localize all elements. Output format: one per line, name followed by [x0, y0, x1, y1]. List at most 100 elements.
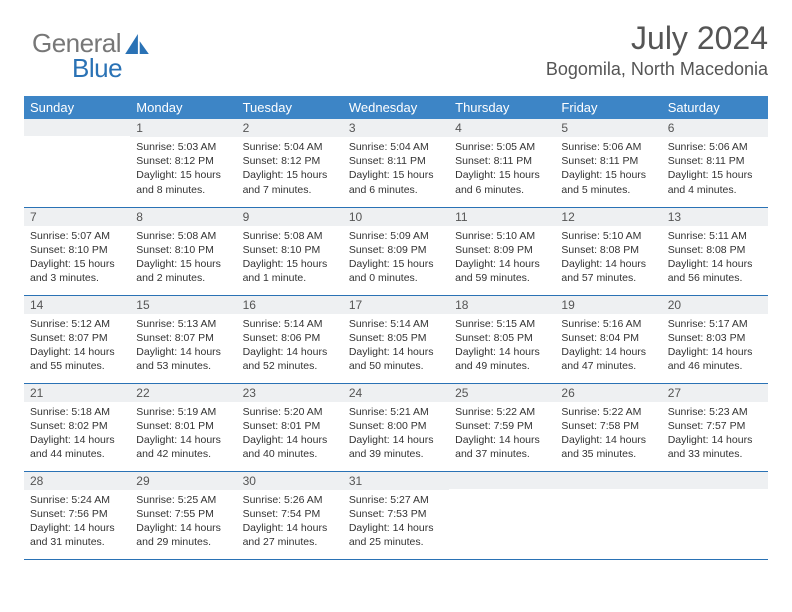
- day-detail-line: Daylight: 14 hours: [455, 257, 549, 271]
- day-details: Sunrise: 5:14 AMSunset: 8:06 PMDaylight:…: [237, 314, 343, 378]
- calendar-cell: [449, 471, 555, 559]
- day-details: [24, 136, 130, 143]
- day-detail-line: and 59 minutes.: [455, 271, 549, 285]
- day-details: Sunrise: 5:07 AMSunset: 8:10 PMDaylight:…: [24, 226, 130, 290]
- calendar-body: 1Sunrise: 5:03 AMSunset: 8:12 PMDaylight…: [24, 119, 768, 559]
- day-number: 5: [555, 119, 661, 137]
- day-detail-line: Sunrise: 5:26 AM: [243, 493, 337, 507]
- day-detail-line: Sunrise: 5:16 AM: [561, 317, 655, 331]
- day-number: [555, 472, 661, 489]
- day-detail-line: Sunrise: 5:08 AM: [243, 229, 337, 243]
- calendar-row: 28Sunrise: 5:24 AMSunset: 7:56 PMDayligh…: [24, 471, 768, 559]
- calendar-row: 7Sunrise: 5:07 AMSunset: 8:10 PMDaylight…: [24, 207, 768, 295]
- day-details: Sunrise: 5:24 AMSunset: 7:56 PMDaylight:…: [24, 490, 130, 554]
- day-detail-line: Daylight: 14 hours: [668, 433, 762, 447]
- day-details: [555, 489, 661, 496]
- day-details: [662, 489, 768, 496]
- calendar-cell: [24, 119, 130, 207]
- day-number: 13: [662, 208, 768, 226]
- calendar-cell: 15Sunrise: 5:13 AMSunset: 8:07 PMDayligh…: [130, 295, 236, 383]
- day-details: Sunrise: 5:08 AMSunset: 8:10 PMDaylight:…: [237, 226, 343, 290]
- day-detail-line: and 53 minutes.: [136, 359, 230, 373]
- day-detail-line: Sunset: 7:54 PM: [243, 507, 337, 521]
- day-number: 11: [449, 208, 555, 226]
- day-detail-line: Daylight: 14 hours: [349, 433, 443, 447]
- day-details: Sunrise: 5:23 AMSunset: 7:57 PMDaylight:…: [662, 402, 768, 466]
- day-detail-line: Sunset: 8:05 PM: [455, 331, 549, 345]
- day-detail-line: Daylight: 14 hours: [243, 345, 337, 359]
- day-detail-line: Sunrise: 5:20 AM: [243, 405, 337, 419]
- calendar-cell: 30Sunrise: 5:26 AMSunset: 7:54 PMDayligh…: [237, 471, 343, 559]
- day-detail-line: Sunset: 8:04 PM: [561, 331, 655, 345]
- calendar-row: 1Sunrise: 5:03 AMSunset: 8:12 PMDaylight…: [24, 119, 768, 207]
- day-number: 26: [555, 384, 661, 402]
- day-detail-line: and 50 minutes.: [349, 359, 443, 373]
- day-detail-line: Daylight: 14 hours: [243, 433, 337, 447]
- day-details: Sunrise: 5:11 AMSunset: 8:08 PMDaylight:…: [662, 226, 768, 290]
- calendar-row: 14Sunrise: 5:12 AMSunset: 8:07 PMDayligh…: [24, 295, 768, 383]
- day-detail-line: Daylight: 14 hours: [136, 433, 230, 447]
- day-detail-line: Sunrise: 5:06 AM: [561, 140, 655, 154]
- calendar-cell: 23Sunrise: 5:20 AMSunset: 8:01 PMDayligh…: [237, 383, 343, 471]
- day-details: Sunrise: 5:12 AMSunset: 8:07 PMDaylight:…: [24, 314, 130, 378]
- day-detail-line: Daylight: 15 hours: [349, 257, 443, 271]
- day-number: 29: [130, 472, 236, 490]
- day-number: 21: [24, 384, 130, 402]
- day-detail-line: and 46 minutes.: [668, 359, 762, 373]
- day-detail-line: Daylight: 14 hours: [30, 433, 124, 447]
- day-detail-line: Sunrise: 5:22 AM: [561, 405, 655, 419]
- day-detail-line: Sunrise: 5:13 AM: [136, 317, 230, 331]
- day-detail-line: Daylight: 14 hours: [30, 345, 124, 359]
- day-detail-line: and 31 minutes.: [30, 535, 124, 549]
- day-details: Sunrise: 5:14 AMSunset: 8:05 PMDaylight:…: [343, 314, 449, 378]
- day-detail-line: Sunset: 8:12 PM: [136, 154, 230, 168]
- day-detail-line: Daylight: 14 hours: [30, 521, 124, 535]
- day-detail-line: Sunrise: 5:23 AM: [668, 405, 762, 419]
- day-details: [449, 489, 555, 496]
- day-detail-line: Sunset: 8:10 PM: [243, 243, 337, 257]
- day-detail-line: Sunset: 8:10 PM: [30, 243, 124, 257]
- day-detail-line: and 2 minutes.: [136, 271, 230, 285]
- day-detail-line: Daylight: 14 hours: [136, 521, 230, 535]
- day-detail-line: Sunrise: 5:11 AM: [668, 229, 762, 243]
- day-detail-line: Daylight: 15 hours: [349, 168, 443, 182]
- day-detail-line: Sunset: 8:11 PM: [455, 154, 549, 168]
- day-detail-line: Sunset: 8:06 PM: [243, 331, 337, 345]
- day-detail-line: Daylight: 15 hours: [136, 257, 230, 271]
- day-details: Sunrise: 5:27 AMSunset: 7:53 PMDaylight:…: [343, 490, 449, 554]
- day-detail-line: Sunrise: 5:03 AM: [136, 140, 230, 154]
- day-details: Sunrise: 5:19 AMSunset: 8:01 PMDaylight:…: [130, 402, 236, 466]
- day-number: 15: [130, 296, 236, 314]
- day-detail-line: Sunrise: 5:10 AM: [455, 229, 549, 243]
- day-detail-line: and 40 minutes.: [243, 447, 337, 461]
- day-detail-line: Daylight: 14 hours: [455, 433, 549, 447]
- day-detail-line: Sunset: 8:01 PM: [136, 419, 230, 433]
- day-details: Sunrise: 5:26 AMSunset: 7:54 PMDaylight:…: [237, 490, 343, 554]
- calendar-cell: 1Sunrise: 5:03 AMSunset: 8:12 PMDaylight…: [130, 119, 236, 207]
- day-detail-line: Daylight: 14 hours: [349, 345, 443, 359]
- day-detail-line: Daylight: 15 hours: [243, 168, 337, 182]
- day-detail-line: Daylight: 14 hours: [668, 257, 762, 271]
- day-detail-line: Sunset: 8:09 PM: [455, 243, 549, 257]
- calendar: Sunday Monday Tuesday Wednesday Thursday…: [24, 96, 768, 560]
- day-detail-line: and 56 minutes.: [668, 271, 762, 285]
- day-details: Sunrise: 5:06 AMSunset: 8:11 PMDaylight:…: [662, 137, 768, 201]
- day-detail-line: Sunrise: 5:25 AM: [136, 493, 230, 507]
- day-detail-line: and 25 minutes.: [349, 535, 443, 549]
- calendar-cell: 27Sunrise: 5:23 AMSunset: 7:57 PMDayligh…: [662, 383, 768, 471]
- day-detail-line: Sunset: 8:05 PM: [349, 331, 443, 345]
- day-detail-line: and 55 minutes.: [30, 359, 124, 373]
- day-number: 6: [662, 119, 768, 137]
- day-detail-line: Sunrise: 5:14 AM: [349, 317, 443, 331]
- day-detail-line: Sunset: 7:56 PM: [30, 507, 124, 521]
- calendar-cell: 16Sunrise: 5:14 AMSunset: 8:06 PMDayligh…: [237, 295, 343, 383]
- day-number: 14: [24, 296, 130, 314]
- day-detail-line: Sunset: 8:11 PM: [561, 154, 655, 168]
- day-number: 12: [555, 208, 661, 226]
- calendar-cell: 26Sunrise: 5:22 AMSunset: 7:58 PMDayligh…: [555, 383, 661, 471]
- day-detail-line: Daylight: 14 hours: [243, 521, 337, 535]
- day-details: Sunrise: 5:22 AMSunset: 7:58 PMDaylight:…: [555, 402, 661, 466]
- calendar-cell: 4Sunrise: 5:05 AMSunset: 8:11 PMDaylight…: [449, 119, 555, 207]
- calendar-cell: 6Sunrise: 5:06 AMSunset: 8:11 PMDaylight…: [662, 119, 768, 207]
- day-details: Sunrise: 5:10 AMSunset: 8:08 PMDaylight:…: [555, 226, 661, 290]
